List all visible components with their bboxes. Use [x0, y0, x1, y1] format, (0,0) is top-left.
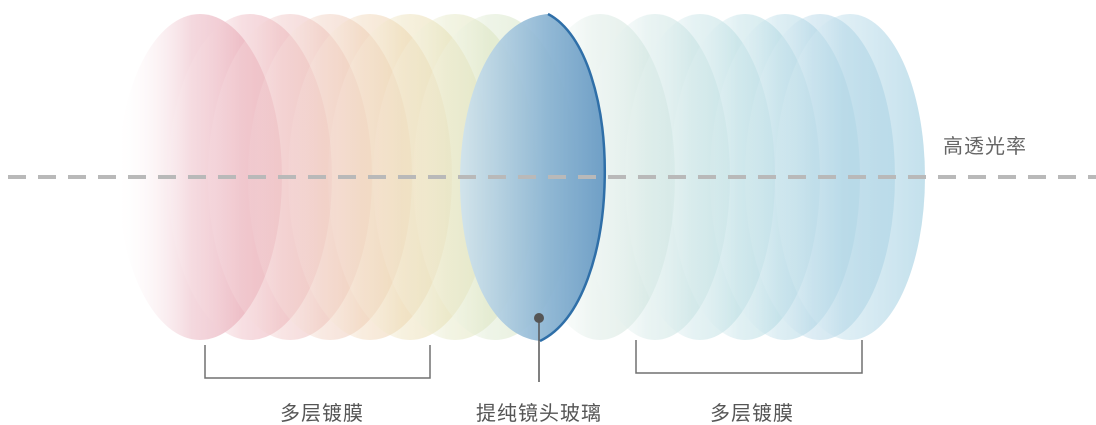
left-bracket	[204, 345, 431, 379]
glass-pointer	[534, 313, 544, 382]
left-coating-label: 多层镀膜	[280, 401, 364, 425]
right-coating-label: 多层镀膜	[710, 401, 794, 425]
layer-brackets	[204, 340, 863, 379]
glass-edge	[539, 12, 607, 343]
right-bracket	[635, 340, 863, 374]
glass-label: 提纯镜头玻璃	[476, 401, 602, 425]
transmittance-label: 高透光率	[943, 134, 1027, 158]
